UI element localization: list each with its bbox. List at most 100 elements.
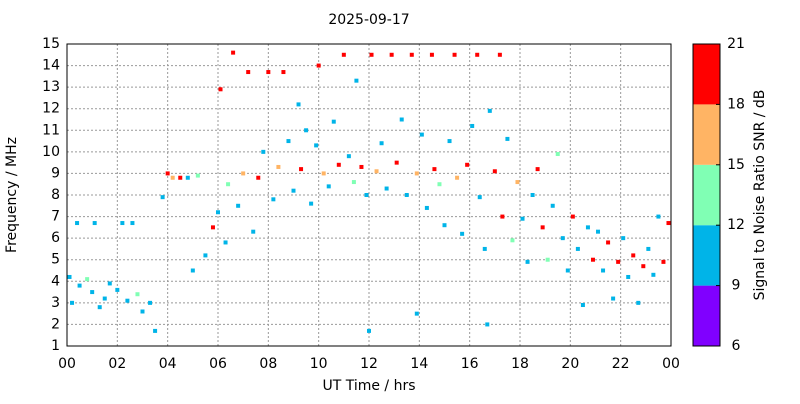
colorbar-tick-label: 18 [727, 96, 745, 112]
data-point [359, 164, 364, 169]
data-point [92, 221, 97, 226]
data-point [309, 201, 314, 206]
data-point [316, 63, 321, 68]
data-point [203, 253, 208, 258]
data-point [210, 225, 215, 230]
data-point [606, 240, 611, 245]
data-point [656, 214, 661, 219]
data-point [85, 277, 90, 282]
data-point [626, 274, 631, 279]
plot-frame [66, 43, 672, 347]
colorbar-tick-label: 12 [727, 217, 745, 233]
data-point [437, 182, 442, 187]
data-point [276, 164, 281, 169]
x-tick-label: 04 [159, 356, 177, 372]
data-point [120, 221, 125, 226]
data-point [336, 162, 341, 167]
data-point [515, 180, 520, 185]
data-point [540, 225, 545, 230]
data-point [140, 309, 145, 314]
data-point [520, 216, 525, 221]
chart-title: 2025-09-17 [328, 12, 409, 28]
data-point [651, 272, 656, 277]
data-point [291, 188, 296, 193]
data-point [216, 210, 220, 215]
data-point [442, 223, 447, 228]
data-point [304, 128, 309, 133]
data-point [286, 139, 291, 144]
y-tick-label: 6 [51, 230, 60, 246]
data-point [97, 305, 102, 310]
data-point [326, 184, 331, 189]
data-point [369, 52, 374, 57]
data-point [404, 193, 409, 197]
data-point [661, 259, 666, 264]
data-point [447, 139, 452, 144]
data-point [580, 303, 585, 308]
data-point [165, 171, 170, 176]
data-point [125, 298, 130, 303]
data-point [251, 229, 256, 234]
data-point [299, 167, 304, 172]
y-tick-label: 8 [51, 187, 60, 203]
data-point [331, 119, 336, 124]
data-point [153, 328, 158, 333]
y-tick-label: 3 [51, 295, 60, 311]
data-point [266, 70, 271, 75]
y-tick-label: 7 [51, 209, 60, 225]
data-point [475, 52, 480, 57]
colorbar-tick-label: 9 [732, 278, 741, 294]
data-point [374, 169, 379, 174]
x-tick-label: 14 [410, 356, 428, 372]
data-point [241, 171, 246, 176]
colorbar-tick-label: 6 [732, 338, 741, 354]
data-point [530, 193, 535, 197]
data-point [555, 152, 560, 157]
x-tick-label: 20 [561, 356, 579, 372]
data-point [575, 246, 580, 251]
data-point [419, 132, 424, 137]
colorbar-tick-label: 15 [727, 157, 745, 173]
data-point [505, 136, 510, 141]
data-point [364, 193, 369, 197]
x-tick-label: 08 [259, 356, 277, 372]
data-point [611, 296, 616, 301]
y-tick-label: 2 [51, 316, 60, 332]
data-point [379, 141, 384, 146]
data-point [535, 167, 540, 172]
colorbar-frame [692, 43, 721, 347]
data-point [341, 52, 346, 57]
y-tick-label: 12 [42, 101, 60, 117]
data-point [621, 236, 626, 241]
data-point [67, 274, 72, 279]
data-point [148, 300, 153, 305]
data-point [399, 117, 404, 122]
data-point [70, 300, 75, 305]
data-point [452, 52, 457, 57]
data-point [487, 108, 492, 113]
data-point [107, 281, 112, 286]
data-point [218, 87, 223, 92]
data-point [90, 290, 95, 295]
data-point [281, 70, 286, 75]
x-tick-label: 00 [662, 356, 680, 372]
data-point [384, 186, 389, 191]
data-point [500, 214, 505, 219]
data-point [261, 149, 266, 154]
data-point [465, 162, 470, 167]
data-point [414, 171, 419, 176]
data-point [585, 225, 590, 230]
data-point [115, 287, 120, 292]
x-tick-label: 10 [310, 356, 328, 372]
data-point [424, 205, 429, 210]
data-point [170, 175, 175, 180]
data-point [231, 50, 236, 55]
data-point [346, 154, 351, 159]
data-point [135, 292, 140, 297]
data-point [296, 102, 301, 107]
colorbar-band [693, 104, 720, 165]
colorbar-band [693, 44, 720, 105]
data-point [321, 171, 326, 176]
data-point [77, 283, 82, 288]
